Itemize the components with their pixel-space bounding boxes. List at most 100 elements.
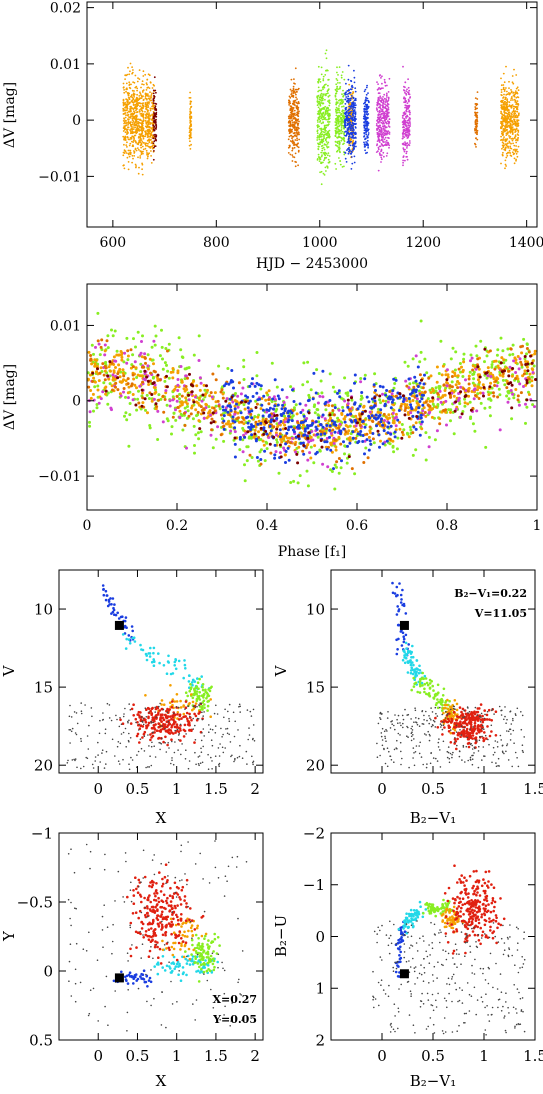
light-curve-point bbox=[345, 106, 348, 109]
light-curve-point bbox=[124, 139, 127, 142]
phase-point bbox=[367, 435, 371, 439]
phase-point bbox=[275, 440, 279, 444]
light-curve-point bbox=[509, 118, 512, 121]
phase-point bbox=[185, 446, 188, 450]
phase-point bbox=[255, 351, 259, 354]
light-curve-point bbox=[353, 116, 355, 119]
light-curve-point bbox=[151, 107, 154, 110]
light-curve-point bbox=[293, 100, 295, 102]
light-curve-point bbox=[384, 132, 387, 135]
phase-point bbox=[429, 374, 433, 378]
light-curve-point bbox=[323, 131, 326, 134]
light-curve-point bbox=[501, 153, 504, 156]
phase-point bbox=[193, 444, 196, 447]
light-curve-point bbox=[347, 128, 350, 131]
light-curve-point bbox=[126, 109, 128, 112]
light-curve-point bbox=[322, 140, 325, 143]
light-curve-point bbox=[325, 109, 327, 112]
light-curve-point bbox=[122, 154, 125, 157]
light-curve-point bbox=[352, 124, 355, 127]
light-curve-point bbox=[404, 86, 406, 89]
light-curve-point bbox=[334, 121, 337, 123]
light-curve-point bbox=[148, 146, 151, 149]
light-curve-point bbox=[144, 103, 147, 105]
light-curve-point bbox=[388, 121, 390, 124]
light-curve-point bbox=[346, 93, 348, 96]
phase-point bbox=[424, 431, 428, 435]
phase-point bbox=[93, 358, 97, 362]
phase-point bbox=[88, 424, 92, 428]
light-curve-point bbox=[336, 71, 338, 74]
light-curve-point bbox=[137, 156, 139, 159]
light-curve-point bbox=[292, 156, 294, 158]
light-curve-point bbox=[408, 132, 410, 135]
light-curve-point bbox=[380, 121, 383, 124]
light-curve-point bbox=[502, 101, 505, 104]
light-curve-point bbox=[382, 87, 384, 89]
light-curve-point bbox=[126, 73, 129, 76]
phase-point bbox=[146, 353, 150, 357]
light-curve-point bbox=[328, 155, 331, 157]
light-curve-point bbox=[141, 107, 144, 109]
phase-point bbox=[437, 372, 441, 375]
light-curve-point bbox=[135, 85, 138, 88]
phase-point bbox=[316, 401, 320, 405]
light-curve-point bbox=[364, 129, 367, 132]
light-curve-point bbox=[133, 131, 136, 134]
phase-point bbox=[123, 414, 126, 418]
light-curve-point bbox=[142, 70, 145, 73]
phase-point bbox=[479, 386, 483, 390]
light-curve-point bbox=[146, 112, 148, 115]
light-curve-point bbox=[188, 137, 191, 140]
light-curve-point bbox=[476, 120, 479, 123]
light-curve-point bbox=[317, 106, 320, 109]
phase-point bbox=[359, 377, 363, 380]
light-curve-point bbox=[388, 77, 391, 80]
light-curve-point bbox=[292, 103, 295, 106]
light-curve-point bbox=[334, 95, 337, 98]
phase-point bbox=[306, 484, 310, 488]
phase-point bbox=[507, 397, 511, 401]
phase-point bbox=[488, 405, 492, 409]
light-curve-point bbox=[319, 104, 322, 107]
light-curve-point bbox=[341, 105, 343, 108]
light-curve-point bbox=[142, 95, 144, 98]
light-curve-point bbox=[382, 151, 385, 154]
light-curve-point bbox=[352, 137, 355, 139]
light-curve-point bbox=[337, 120, 340, 122]
light-curve-point bbox=[139, 97, 142, 100]
light-curve-point bbox=[505, 138, 508, 141]
light-curve-point bbox=[122, 82, 125, 85]
phase-point bbox=[486, 390, 490, 394]
light-curve-ytick-label: 0.01 bbox=[50, 57, 81, 73]
light-curve-point bbox=[138, 166, 140, 169]
light-curve-point bbox=[409, 123, 412, 125]
light-curve-point bbox=[351, 86, 354, 89]
phase-point bbox=[181, 428, 185, 432]
light-curve-point bbox=[131, 130, 134, 133]
phase-point bbox=[170, 432, 173, 436]
light-curve-point bbox=[292, 115, 295, 118]
phase-point bbox=[315, 368, 319, 372]
light-curve-point bbox=[289, 153, 292, 156]
phase-point bbox=[250, 456, 254, 459]
light-curve-point bbox=[387, 132, 389, 135]
phase-point bbox=[497, 387, 501, 391]
light-curve-point bbox=[188, 131, 191, 134]
light-curve-point bbox=[343, 165, 345, 168]
light-curve-point bbox=[517, 113, 520, 115]
light-curve-point bbox=[336, 66, 338, 69]
phase-point bbox=[186, 409, 190, 413]
light-curve-point bbox=[515, 74, 518, 76]
light-curve-point bbox=[516, 106, 519, 108]
phase-point bbox=[161, 357, 164, 361]
light-curve-point bbox=[153, 95, 156, 98]
phase-point bbox=[192, 379, 195, 383]
light-curve-point bbox=[382, 140, 384, 143]
light-curve-point bbox=[325, 141, 328, 143]
light-curve-point bbox=[128, 155, 131, 158]
light-curve-point bbox=[147, 86, 150, 89]
light-curve-point bbox=[137, 142, 140, 145]
phase-point bbox=[245, 445, 249, 449]
light-curve-point bbox=[316, 130, 319, 133]
